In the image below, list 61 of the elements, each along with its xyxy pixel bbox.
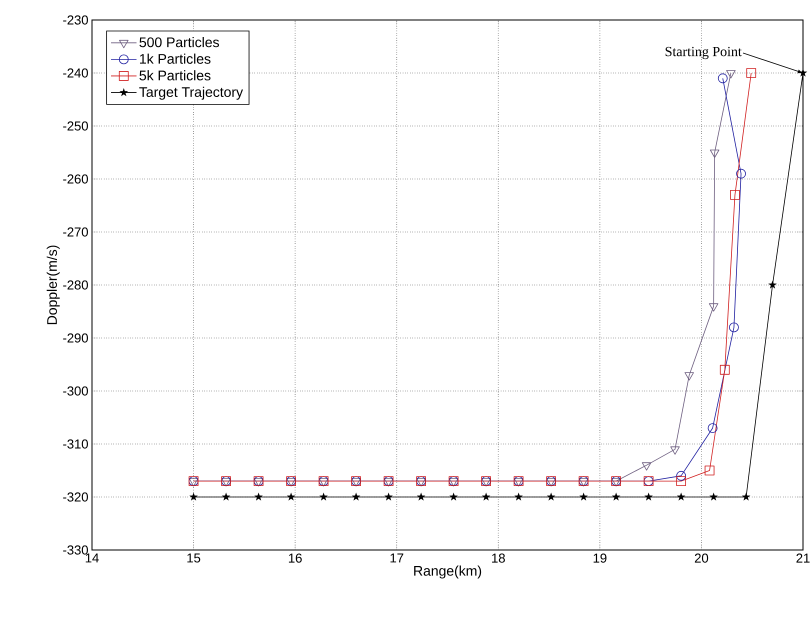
point — [720, 364, 730, 375]
point — [704, 466, 714, 476]
y-tick-label: -260 — [63, 174, 88, 184]
point — [768, 280, 777, 289]
legend-label: Target Trajectory — [139, 86, 244, 100]
point — [644, 492, 653, 501]
x-tick-label: 14 — [86, 554, 99, 562]
y-tick-label: -310 — [63, 439, 88, 449]
point — [708, 423, 718, 433]
point — [222, 492, 230, 501]
y-tick-label: -280 — [63, 280, 88, 290]
point — [736, 168, 746, 179]
point — [286, 492, 296, 501]
point — [730, 190, 740, 200]
point — [449, 492, 458, 501]
point — [684, 372, 694, 380]
legend-label: 500 Particles — [139, 36, 220, 48]
point — [718, 73, 728, 84]
point — [676, 492, 686, 501]
point — [579, 492, 588, 501]
point — [612, 492, 620, 501]
point — [742, 492, 750, 501]
point — [670, 446, 680, 455]
point — [416, 492, 426, 501]
x-axis-title: Range(km) — [414, 566, 482, 579]
point — [352, 492, 360, 501]
point — [708, 303, 718, 312]
point — [746, 68, 756, 78]
point — [546, 492, 556, 501]
y-tick-label: -240 — [63, 68, 88, 78]
point — [189, 492, 198, 501]
y-axis-title: Doppler(m/s) — [46, 246, 60, 324]
point — [726, 70, 736, 78]
x-tick-label: 18 — [492, 554, 505, 563]
annotation: Starting Point — [666, 46, 742, 60]
point — [676, 470, 686, 481]
legend-label: 1k Particles — [140, 54, 210, 64]
y-tick-label: -300 — [63, 386, 88, 396]
point — [710, 150, 720, 158]
x-tick-label: 15 — [187, 554, 200, 563]
x-tick-label: 21 — [796, 554, 810, 563]
point — [676, 476, 686, 486]
x-tick-label: 19 — [594, 554, 606, 563]
point — [319, 492, 328, 501]
point — [642, 462, 652, 471]
y-tick-label: -230 — [63, 15, 88, 25]
point — [384, 492, 393, 501]
y-tick-label: -320 — [63, 492, 88, 502]
x-tick-label: 17 — [390, 554, 404, 562]
y-tick-label: -250 — [63, 121, 88, 131]
y-tick-label: -290 — [63, 333, 88, 343]
x-tick-label: 20 — [694, 554, 708, 563]
point — [514, 492, 523, 501]
y-tick-label: -270 — [63, 227, 88, 237]
point — [254, 492, 263, 501]
point — [729, 322, 739, 332]
point — [482, 492, 490, 501]
point — [709, 492, 718, 501]
x-tick-label: 16 — [288, 554, 302, 563]
y-tick-label: -330 — [63, 545, 88, 555]
legend-label: 5k Particles — [139, 70, 210, 80]
